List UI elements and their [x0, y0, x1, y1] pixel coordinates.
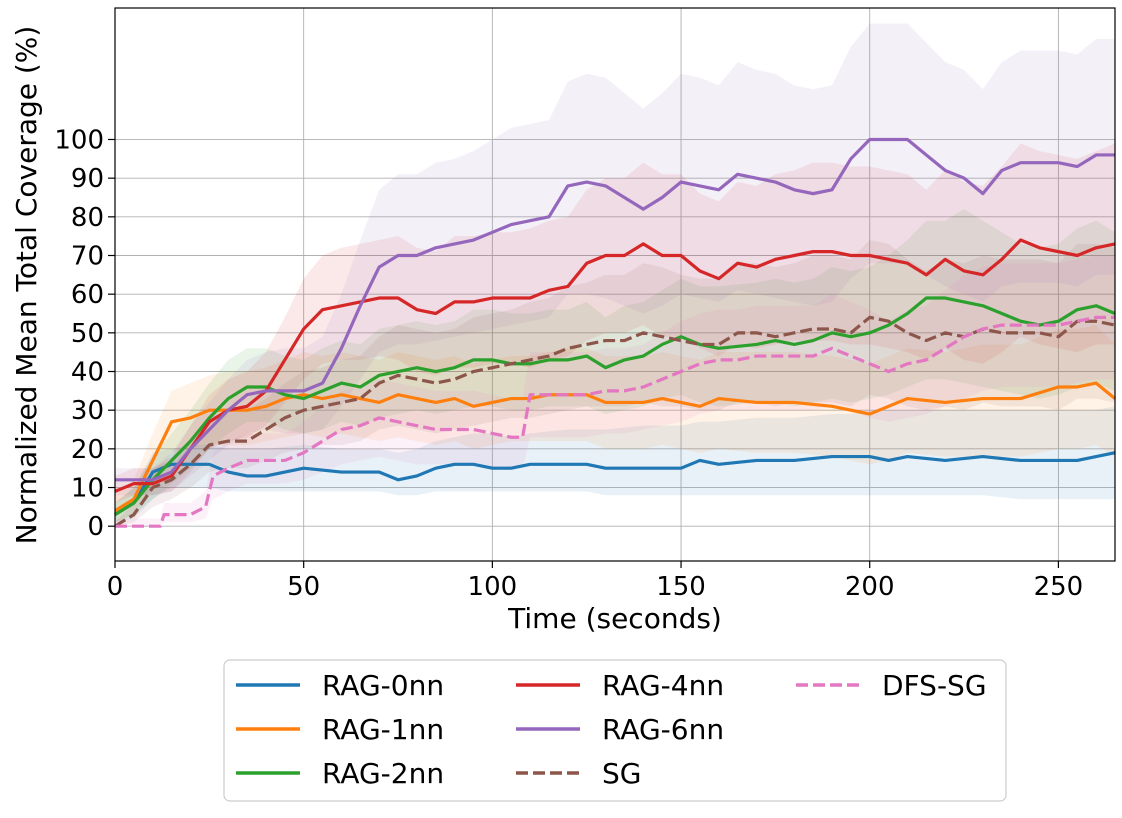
axis-ticks: 0 50 100 150 200 250 0 10 20 30 40 50 60 70 80 90 100: [54, 125, 1083, 602]
x-axis-title: Time (seconds): [507, 602, 722, 635]
rag-6nn-line: [115, 137, 1115, 482]
rag-1nn-band: [115, 325, 1115, 523]
y-tick-label: 20: [71, 435, 104, 465]
plot-frame: [114, 7, 1116, 562]
legend-label-rag-4nn: RAG-4nn: [602, 669, 724, 702]
x-tick-label: 150: [656, 572, 706, 602]
y-tick-label: 60: [71, 280, 104, 310]
x-tick-label: 200: [845, 572, 895, 602]
legend-label-rag-0nn: RAG-0nn: [322, 669, 444, 702]
y-tick-label: 10: [71, 474, 104, 504]
legend-label-rag-6nn: RAG-6nn: [602, 713, 724, 746]
rag-2nn-band: [115, 209, 1115, 523]
rag-1nn-line: [114, 381, 1117, 513]
y-tick-label: 50: [71, 319, 104, 349]
rag-0nn-band: [115, 406, 1115, 523]
y-axis-title: Normalized Mean Total Coverage (%): [10, 26, 43, 545]
legend: RAG-0nn RAG-1nn RAG-2nn RAG-4nn RAG-6nn SG DFS…: [223, 659, 1007, 802]
rag-4nn-line: [114, 238, 1116, 493]
y-tick-label: 40: [71, 358, 104, 388]
dfs-sg-line: [115, 315, 1115, 528]
legend-frame: [223, 659, 1007, 802]
series-lines: [114, 137, 1117, 528]
y-tick-label: 90: [71, 164, 104, 194]
legend-label-sg: SG: [602, 757, 641, 790]
sg-line: [114, 315, 1116, 528]
y-tick-label: 70: [71, 241, 104, 271]
y-tick-label: 100: [54, 125, 104, 155]
rag-4nn-band: [115, 143, 1115, 503]
x-tick-label: 100: [468, 572, 518, 602]
x-tick-label: 0: [107, 572, 124, 602]
sg-band: [115, 240, 1115, 527]
legend-label-rag-1nn: RAG-1nn: [322, 713, 444, 746]
y-tick-label: 30: [71, 396, 104, 426]
x-tick-label: 50: [287, 572, 320, 602]
legend-label-dfs-sg: DFS-SG: [882, 669, 987, 702]
rag-6nn-band: [115, 23, 1115, 496]
legend-label-rag-2nn: RAG-2nn: [322, 757, 444, 790]
y-tick-label: 0: [87, 512, 104, 542]
x-tick-label: 250: [1034, 572, 1084, 602]
rag-0nn-line: [114, 451, 1116, 516]
y-tick-label: 80: [71, 203, 104, 233]
